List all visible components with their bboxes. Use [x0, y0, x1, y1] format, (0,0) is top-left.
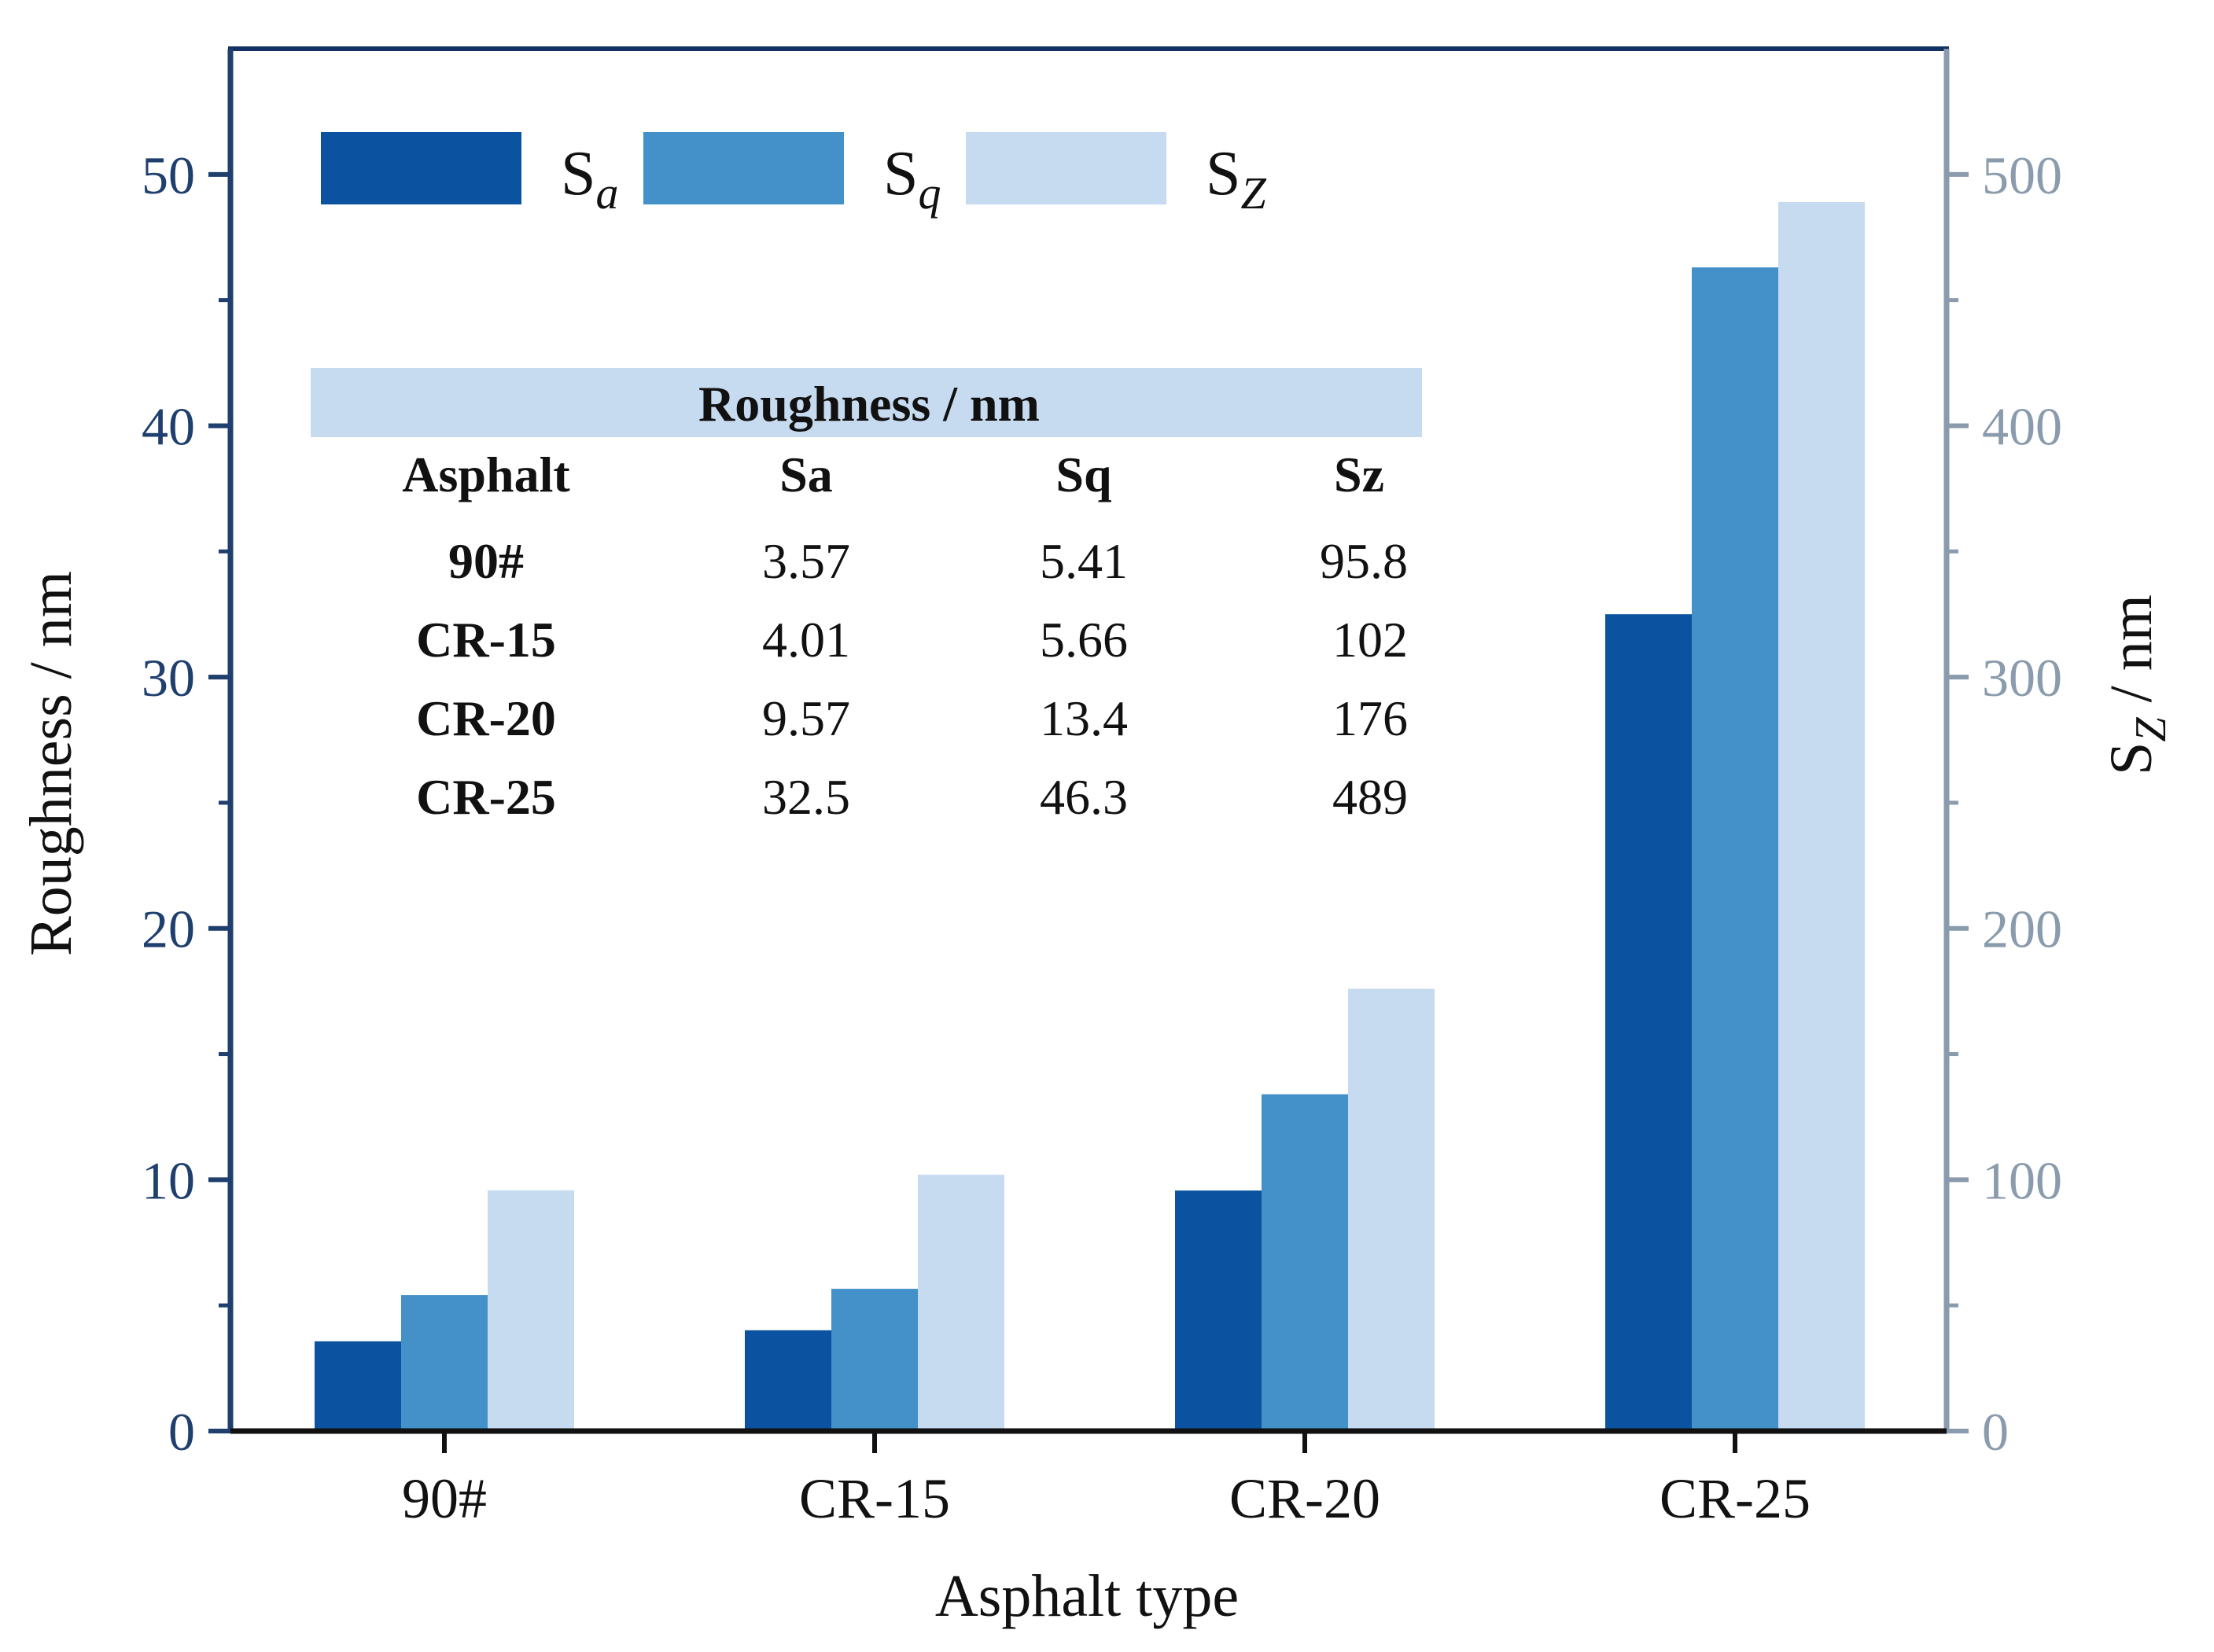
- right-tick-label: 0: [1982, 1402, 2009, 1462]
- bar-sq-cr-25: [1692, 267, 1778, 1432]
- legend-label-main: S: [561, 139, 596, 208]
- y2-axis-title-main: S: [2098, 742, 2164, 775]
- legend-label-main: S: [1206, 139, 1241, 208]
- right-tick-label: 200: [1982, 900, 2062, 959]
- legend-label-sub: q: [919, 167, 941, 219]
- left-y-axis: 0 10 20 30 40 50: [142, 49, 234, 1462]
- legend-label-sa: Sa: [561, 139, 619, 219]
- legend-swatch-sq: [643, 132, 844, 204]
- bar-sa-cr-15: [745, 1330, 831, 1431]
- bar-sz-cr-15: [918, 1174, 1004, 1431]
- y2-axis-title-sub: Z: [2127, 717, 2175, 742]
- inset-title-bar: [311, 368, 1422, 437]
- inset-table: Roughness / nm Asphalt Sa Sq Sz 90# 3.57 5.41 95…: [311, 368, 1422, 825]
- inset-cell: 4.01: [762, 612, 850, 668]
- left-tick-label: 0: [168, 1402, 195, 1462]
- inset-header-cell: Sa: [779, 447, 833, 502]
- bar-sz-90num: [488, 1190, 574, 1431]
- x-axis: 90# CR-15 CR-20 CR-25: [230, 1428, 1947, 1530]
- right-tick-label: 500: [1982, 145, 2062, 205]
- right-tick-label: 100: [1982, 1150, 2062, 1210]
- inset-row-label: 90#: [448, 533, 524, 589]
- x-tick-label: CR-15: [799, 1467, 950, 1530]
- legend-label-sub: Z: [1241, 167, 1267, 219]
- right-tick-label: 300: [1982, 648, 2062, 708]
- inset-cell: 176: [1332, 690, 1408, 746]
- inset-header-cell: Asphalt: [402, 447, 570, 502]
- x-tick-label: CR-25: [1660, 1467, 1811, 1530]
- x-tick-label: 90#: [402, 1467, 487, 1530]
- bar-sz-cr-20: [1348, 988, 1435, 1431]
- bar-sq-cr-20: [1262, 1094, 1348, 1431]
- bar-sa-cr-25: [1605, 614, 1692, 1431]
- bar-sq-cr-15: [831, 1289, 918, 1431]
- left-tick-label: 10: [142, 1150, 195, 1210]
- left-tick-label: 30: [142, 648, 195, 708]
- inset-row-label: CR-20: [416, 690, 556, 746]
- left-tick-label: 40: [142, 396, 195, 456]
- inset-cell: 13.4: [1040, 690, 1128, 746]
- bar-sa-90num: [315, 1341, 401, 1431]
- x-tick-label: CR-20: [1229, 1467, 1380, 1530]
- left-tick-label: 20: [142, 900, 195, 959]
- inset-header-cell: Sq: [1055, 447, 1111, 502]
- bar-sq-90num: [401, 1295, 488, 1431]
- y-axis-title: Roughness / nm: [18, 571, 84, 956]
- inset-cell: 95.8: [1320, 533, 1408, 589]
- bar-sa-cr-20: [1175, 1190, 1262, 1431]
- y2-axis-title: SZ / nm: [2098, 594, 2175, 775]
- bar-sz-cr-25: [1778, 201, 1865, 1432]
- legend-swatch-sa: [321, 132, 521, 204]
- inset-header-cell: Sz: [1334, 447, 1384, 502]
- inset-cell: 32.5: [762, 769, 850, 825]
- legend-swatch-sz: [966, 132, 1166, 204]
- y2-axis-title-suffix: / nm: [2098, 594, 2164, 717]
- inset-cell: 5.66: [1040, 612, 1128, 668]
- x-axis-title: Asphalt type: [935, 1563, 1239, 1629]
- inset-row-label: CR-15: [416, 612, 556, 668]
- inset-cell: 46.3: [1040, 769, 1128, 825]
- legend-label-sq: Sq: [883, 139, 941, 219]
- right-tick-label: 400: [1982, 396, 2062, 456]
- inset-row-label: CR-25: [416, 769, 556, 825]
- inset-cell: 102: [1332, 612, 1408, 668]
- legend-label-sub: a: [596, 167, 619, 219]
- inset-cell: 5.41: [1040, 533, 1128, 589]
- inset-cell: 3.57: [762, 533, 850, 589]
- left-tick-label: 50: [142, 145, 195, 205]
- inset-cell: 9.57: [762, 690, 850, 746]
- bars-layer: [315, 201, 1865, 1432]
- inset-title: Roughness / nm: [698, 376, 1040, 432]
- legend-label-sz: SZ: [1206, 139, 1267, 219]
- inset-cell: 489: [1332, 769, 1408, 825]
- right-y-axis: 0 100 200 300 400 500: [1943, 49, 2062, 1462]
- legend: Sa Sq SZ: [321, 132, 1267, 219]
- legend-label-main: S: [883, 139, 919, 208]
